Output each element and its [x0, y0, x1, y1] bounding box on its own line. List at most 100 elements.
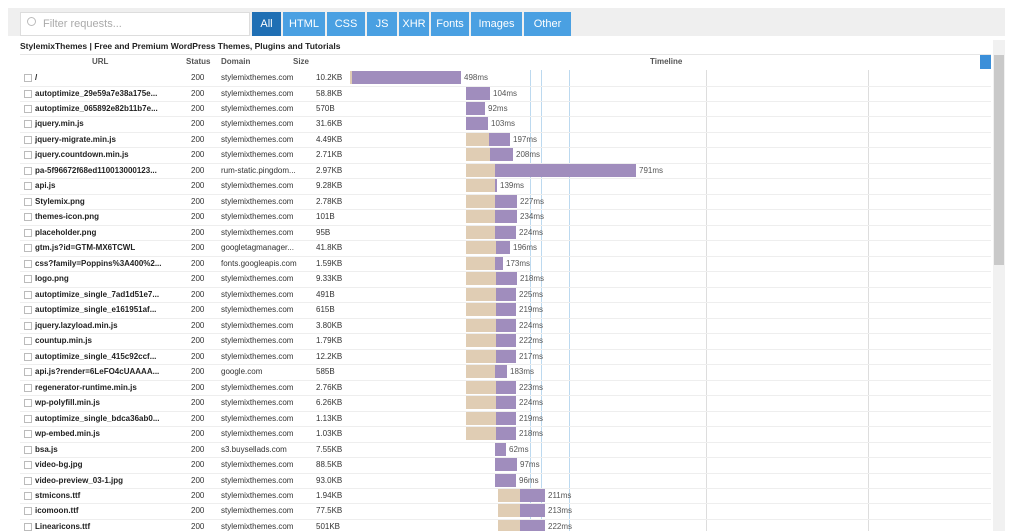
expand-icon[interactable] — [24, 275, 32, 284]
expand-icon[interactable] — [24, 135, 32, 144]
wait-segment — [498, 519, 520, 531]
request-url: jquery.lazyload.min.js — [35, 320, 118, 330]
expand-icon[interactable] — [24, 74, 32, 82]
request-domain: stylemixthemes.com — [221, 134, 294, 144]
expand-icon[interactable] — [24, 352, 32, 361]
request-url: jquery.countdown.min.js — [35, 150, 129, 160]
expand-icon[interactable] — [24, 166, 32, 175]
expand-icon[interactable] — [24, 244, 32, 253]
request-size: 1.13KB — [316, 413, 343, 423]
filter-button[interactable]: Images — [471, 12, 522, 36]
request-url: wp-embed.min.js — [35, 429, 100, 438]
request-domain: fonts.googleapis.com — [221, 258, 297, 268]
expand-icon[interactable] — [24, 476, 32, 485]
timeline-marker — [706, 70, 707, 531]
request-time: 196ms — [513, 243, 538, 253]
expand-icon[interactable] — [24, 259, 32, 268]
row-divider — [20, 240, 991, 242]
filter-button[interactable]: Other — [524, 12, 571, 36]
request-size: 1.59KB — [316, 258, 343, 268]
request-domain: stylemixthemes.com — [221, 506, 294, 516]
wait-segment — [466, 318, 496, 332]
request-status: 200 — [191, 196, 205, 206]
expand-icon[interactable] — [24, 182, 32, 191]
request-size: 3.80KB — [316, 320, 343, 330]
expand-icon[interactable] — [24, 228, 32, 237]
expand-icon[interactable] — [24, 430, 32, 438]
request-domain: stylemixthemes.com — [221, 289, 294, 299]
row-divider — [20, 131, 991, 133]
request-size: 9.28KB — [316, 181, 343, 191]
request-time: 791ms — [639, 165, 664, 175]
expand-icon[interactable] — [24, 306, 32, 315]
filter-input[interactable]: Filter requests... — [20, 12, 250, 36]
request-status: 200 — [191, 429, 205, 438]
expand-icon[interactable] — [24, 522, 32, 531]
timeline-dropdown[interactable] — [980, 55, 991, 69]
request-size: 31.6KB — [316, 119, 343, 129]
filter-button[interactable]: Fonts — [431, 12, 469, 36]
expand-icon[interactable] — [24, 383, 32, 392]
request-url: autoptimize_single_7ad1d51e7... — [35, 289, 160, 299]
request-domain: stylemixthemes.com — [221, 475, 294, 485]
request-url: autoptimize_single_bdca36ab0... — [35, 413, 160, 423]
request-status: 200 — [191, 475, 205, 485]
row-divider — [20, 488, 991, 489]
request-url: themes-icon.png — [35, 212, 100, 222]
request-size: 2.76KB — [316, 382, 343, 392]
expand-icon[interactable] — [24, 89, 32, 98]
filter-button[interactable]: CSS — [327, 12, 365, 36]
expand-icon[interactable] — [24, 151, 32, 160]
request-status: 200 — [191, 274, 205, 284]
receive-segment — [496, 287, 516, 301]
request-url: wp-polyfill.min.js — [35, 398, 100, 408]
expand-icon[interactable] — [24, 197, 32, 206]
filter-button[interactable]: XHR — [399, 12, 429, 36]
wait-segment — [466, 396, 496, 410]
request-domain: rum-static.pingdom... — [221, 165, 296, 175]
request-domain: stylemixthemes.com — [221, 88, 294, 98]
receive-segment — [496, 396, 516, 410]
request-url: autoptimize_single_e161951af... — [35, 305, 157, 315]
expand-icon[interactable] — [24, 445, 32, 454]
expand-icon[interactable] — [24, 321, 32, 330]
row-divider — [20, 364, 991, 366]
filter-button[interactable]: JS — [367, 12, 397, 36]
expand-icon[interactable] — [24, 213, 32, 222]
expand-icon[interactable] — [24, 507, 32, 516]
request-url: logo.png — [35, 274, 69, 284]
filter-button[interactable]: All — [252, 12, 281, 36]
expand-icon[interactable] — [24, 337, 32, 346]
request-url: css?family=Poppins%3A400%2... — [35, 258, 162, 268]
request-url: video-preview_03-1.jpg — [35, 475, 124, 485]
expand-icon[interactable] — [24, 414, 32, 423]
timeline-marker — [530, 70, 531, 531]
wait-segment — [466, 365, 495, 379]
receive-segment — [495, 225, 516, 239]
expand-icon[interactable] — [24, 461, 32, 469]
request-time: 92ms — [488, 104, 508, 113]
expand-icon[interactable] — [24, 492, 32, 500]
expand-icon[interactable] — [24, 368, 32, 377]
expand-icon[interactable] — [24, 290, 32, 299]
request-status: 200 — [191, 212, 205, 222]
filter-button[interactable]: HTML — [283, 12, 325, 36]
wait-segment — [466, 380, 496, 394]
scroll-thumb[interactable] — [994, 55, 1004, 265]
request-size: 58.8KB — [316, 88, 343, 98]
expand-icon[interactable] — [24, 105, 32, 113]
request-domain: stylemixthemes.com — [221, 413, 294, 423]
request-size: 1.94KB — [316, 491, 343, 500]
request-status: 200 — [191, 150, 205, 160]
request-size: 585B — [316, 367, 335, 377]
expand-icon[interactable] — [24, 120, 32, 129]
request-status: 200 — [191, 460, 205, 469]
request-time: 222ms — [519, 336, 544, 346]
receive-segment — [495, 256, 503, 270]
wait-segment — [498, 504, 520, 518]
request-domain: stylemixthemes.com — [221, 521, 294, 531]
request-size: 77.5KB — [316, 506, 343, 516]
expand-icon[interactable] — [24, 399, 32, 408]
request-url: icomoon.ttf — [35, 506, 79, 516]
request-time: 217ms — [519, 351, 544, 361]
